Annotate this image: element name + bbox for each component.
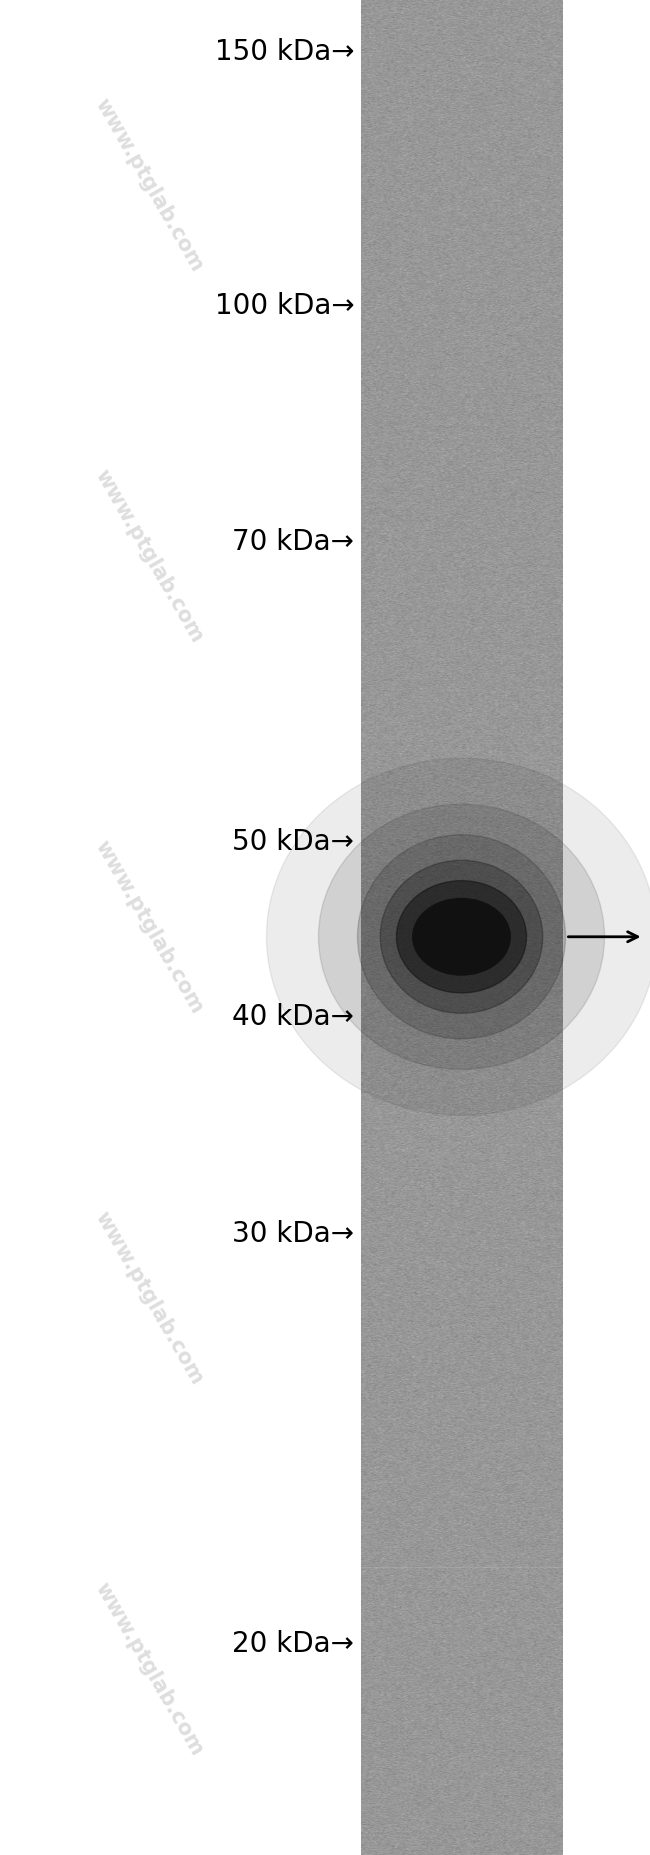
Text: 30 kDa→: 30 kDa→ xyxy=(232,1219,354,1248)
Text: 70 kDa→: 70 kDa→ xyxy=(233,527,354,556)
Text: 20 kDa→: 20 kDa→ xyxy=(233,1629,354,1658)
Text: 40 kDa→: 40 kDa→ xyxy=(233,1002,354,1031)
Text: www.ptglab.com: www.ptglab.com xyxy=(92,466,207,647)
Text: www.ptglab.com: www.ptglab.com xyxy=(92,1579,207,1760)
Text: www.ptglab.com: www.ptglab.com xyxy=(92,837,207,1018)
Ellipse shape xyxy=(413,898,510,976)
Text: 150 kDa→: 150 kDa→ xyxy=(214,37,354,67)
Ellipse shape xyxy=(358,835,566,1039)
Ellipse shape xyxy=(396,881,526,992)
Text: 50 kDa→: 50 kDa→ xyxy=(233,827,354,857)
Ellipse shape xyxy=(318,803,604,1068)
Ellipse shape xyxy=(266,759,650,1115)
Text: www.ptglab.com: www.ptglab.com xyxy=(92,95,207,276)
Ellipse shape xyxy=(380,861,543,1013)
Text: 100 kDa→: 100 kDa→ xyxy=(214,291,354,321)
Text: www.ptglab.com: www.ptglab.com xyxy=(92,1208,207,1389)
